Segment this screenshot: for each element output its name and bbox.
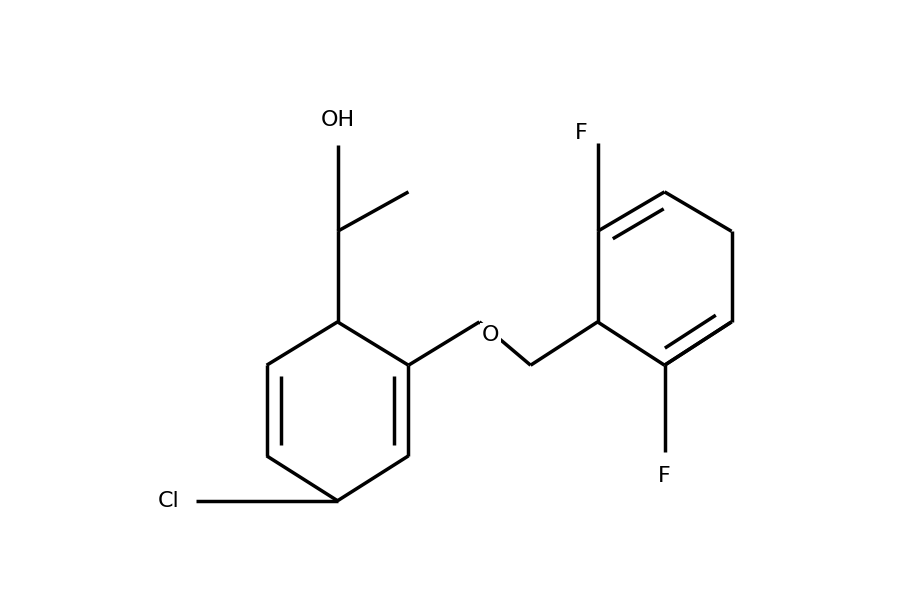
Text: O: O	[482, 325, 499, 345]
Text: OH: OH	[320, 111, 354, 130]
Text: Cl: Cl	[158, 491, 180, 511]
Text: F: F	[574, 123, 586, 143]
Text: F: F	[657, 466, 670, 486]
